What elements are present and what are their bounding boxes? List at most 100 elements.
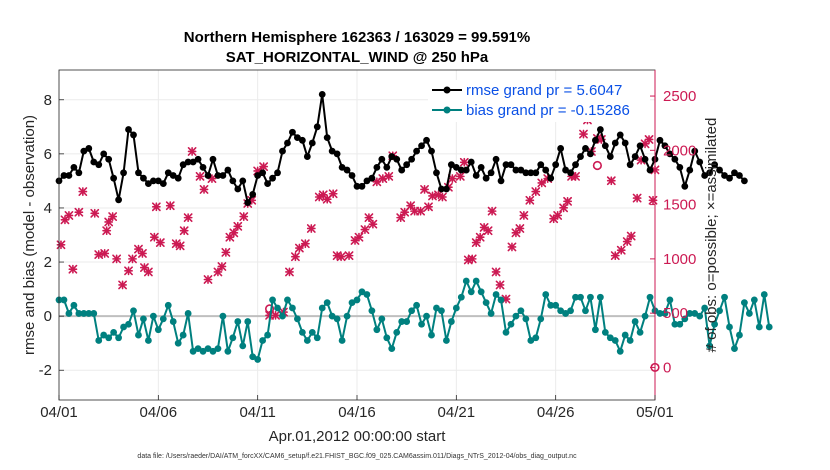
rmse-point bbox=[239, 177, 247, 185]
rmse-point bbox=[179, 161, 187, 169]
rmse-point bbox=[343, 166, 351, 174]
bias-point bbox=[403, 318, 411, 325]
obs-assimilated-point bbox=[285, 267, 294, 277]
bias-point bbox=[343, 312, 351, 320]
bias-point bbox=[482, 299, 490, 307]
rmse-point bbox=[557, 145, 565, 152]
bias-point bbox=[527, 337, 535, 344]
bias-point bbox=[492, 291, 500, 298]
obs-assimilated-point bbox=[416, 206, 425, 216]
right-tick-label: 2500 bbox=[663, 88, 696, 105]
rmse-point bbox=[567, 169, 574, 177]
bias-point bbox=[65, 310, 73, 317]
bias-point bbox=[542, 291, 550, 298]
rmse-point bbox=[522, 169, 530, 177]
bias-point bbox=[532, 334, 540, 342]
bias-point bbox=[522, 315, 530, 323]
rmse-point bbox=[472, 172, 480, 179]
rmse-point bbox=[224, 166, 232, 174]
rmse-point bbox=[279, 147, 286, 155]
bias-point bbox=[711, 320, 718, 328]
bias-point bbox=[249, 353, 257, 361]
obs-assimilated-point bbox=[616, 245, 626, 255]
bias-point bbox=[80, 310, 88, 317]
obs-assimilated-point bbox=[291, 252, 300, 262]
rmse-point bbox=[492, 155, 500, 163]
legend-box bbox=[428, 80, 650, 122]
rmse-point bbox=[592, 136, 599, 144]
x-tick-label: 04/11 bbox=[239, 404, 275, 421]
right-tick-label: 1500 bbox=[663, 197, 696, 214]
left-tick-label: 8 bbox=[44, 92, 52, 109]
bias-point bbox=[706, 342, 714, 350]
rmse-point bbox=[582, 145, 589, 152]
rmse-point bbox=[254, 172, 262, 179]
rmse-point bbox=[403, 161, 411, 169]
obs-assimilated-point bbox=[138, 249, 147, 258]
bias-point bbox=[413, 301, 420, 309]
rmse-point bbox=[269, 174, 276, 182]
obs-assimilated-point bbox=[487, 206, 497, 216]
bias-point bbox=[194, 345, 202, 353]
obs-assimilated-point bbox=[626, 231, 636, 241]
obs-assimilated-point bbox=[384, 171, 394, 181]
rmse-point bbox=[572, 161, 579, 169]
obs-assimilated-point bbox=[420, 185, 429, 194]
obs-assimilated-point bbox=[78, 187, 88, 196]
obs-assimilated-point bbox=[229, 228, 239, 238]
bias-point bbox=[393, 328, 401, 336]
bias-point bbox=[130, 307, 137, 315]
bias-point bbox=[716, 307, 723, 315]
bias-point bbox=[353, 296, 361, 304]
plot-area bbox=[55, 69, 773, 401]
rmse-point bbox=[234, 185, 242, 193]
obs-assimilated-point bbox=[483, 226, 493, 236]
rmse-point bbox=[184, 158, 192, 166]
rmse-point bbox=[656, 136, 664, 144]
x-tick-label: 04/16 bbox=[338, 404, 376, 421]
bias-point bbox=[85, 310, 93, 317]
rmse-point bbox=[338, 163, 346, 171]
bias-point bbox=[562, 310, 569, 317]
rmse-point bbox=[502, 161, 510, 169]
bias-point bbox=[447, 318, 455, 325]
bias-point bbox=[443, 337, 450, 344]
bias-point bbox=[428, 331, 435, 339]
obs-assimilated-point bbox=[632, 193, 642, 203]
bias-point bbox=[438, 307, 445, 315]
rmse-point bbox=[606, 153, 614, 160]
rmse-point bbox=[686, 166, 694, 174]
rmse-point bbox=[721, 172, 728, 179]
bias-point bbox=[135, 331, 142, 339]
bias-point bbox=[472, 277, 480, 285]
bias-point bbox=[229, 334, 237, 342]
x-axis-label: Apr.01,2012 00:00:00 start bbox=[269, 428, 447, 445]
obs-assimilated-point bbox=[525, 195, 535, 205]
bias-point bbox=[313, 334, 321, 342]
rmse-point bbox=[110, 174, 118, 182]
right-axis-ticks: 0 500 1000 1500 2000 2500 bbox=[650, 88, 696, 376]
obs-assimilated-point bbox=[221, 247, 231, 257]
right-axis-label: # of obs: o=possible; ×=assimilated bbox=[703, 118, 720, 353]
bias-point bbox=[259, 337, 267, 344]
left-tick-label: 4 bbox=[44, 200, 52, 217]
obs-assimilated-point bbox=[300, 239, 310, 249]
rmse-point bbox=[130, 131, 137, 139]
bias-point bbox=[303, 337, 311, 344]
rmse-point bbox=[244, 199, 252, 206]
bias-point bbox=[676, 320, 684, 328]
bias-point bbox=[368, 307, 376, 315]
obs-assimilated-point bbox=[56, 240, 66, 250]
rmse-point bbox=[537, 161, 545, 169]
legend: rmse grand pr = 5.6047 bias grand pr = -… bbox=[428, 80, 650, 122]
bias-point bbox=[284, 296, 291, 304]
rmse-point bbox=[125, 126, 132, 133]
left-tick-label: 0 bbox=[44, 308, 52, 325]
bias-point bbox=[537, 315, 545, 323]
rmse-point bbox=[438, 185, 445, 193]
obs-assimilated-point bbox=[467, 254, 477, 264]
rmse-point bbox=[507, 161, 515, 169]
rmse-point bbox=[149, 177, 157, 185]
rmse-point bbox=[378, 155, 386, 163]
rmse-point bbox=[487, 169, 495, 177]
